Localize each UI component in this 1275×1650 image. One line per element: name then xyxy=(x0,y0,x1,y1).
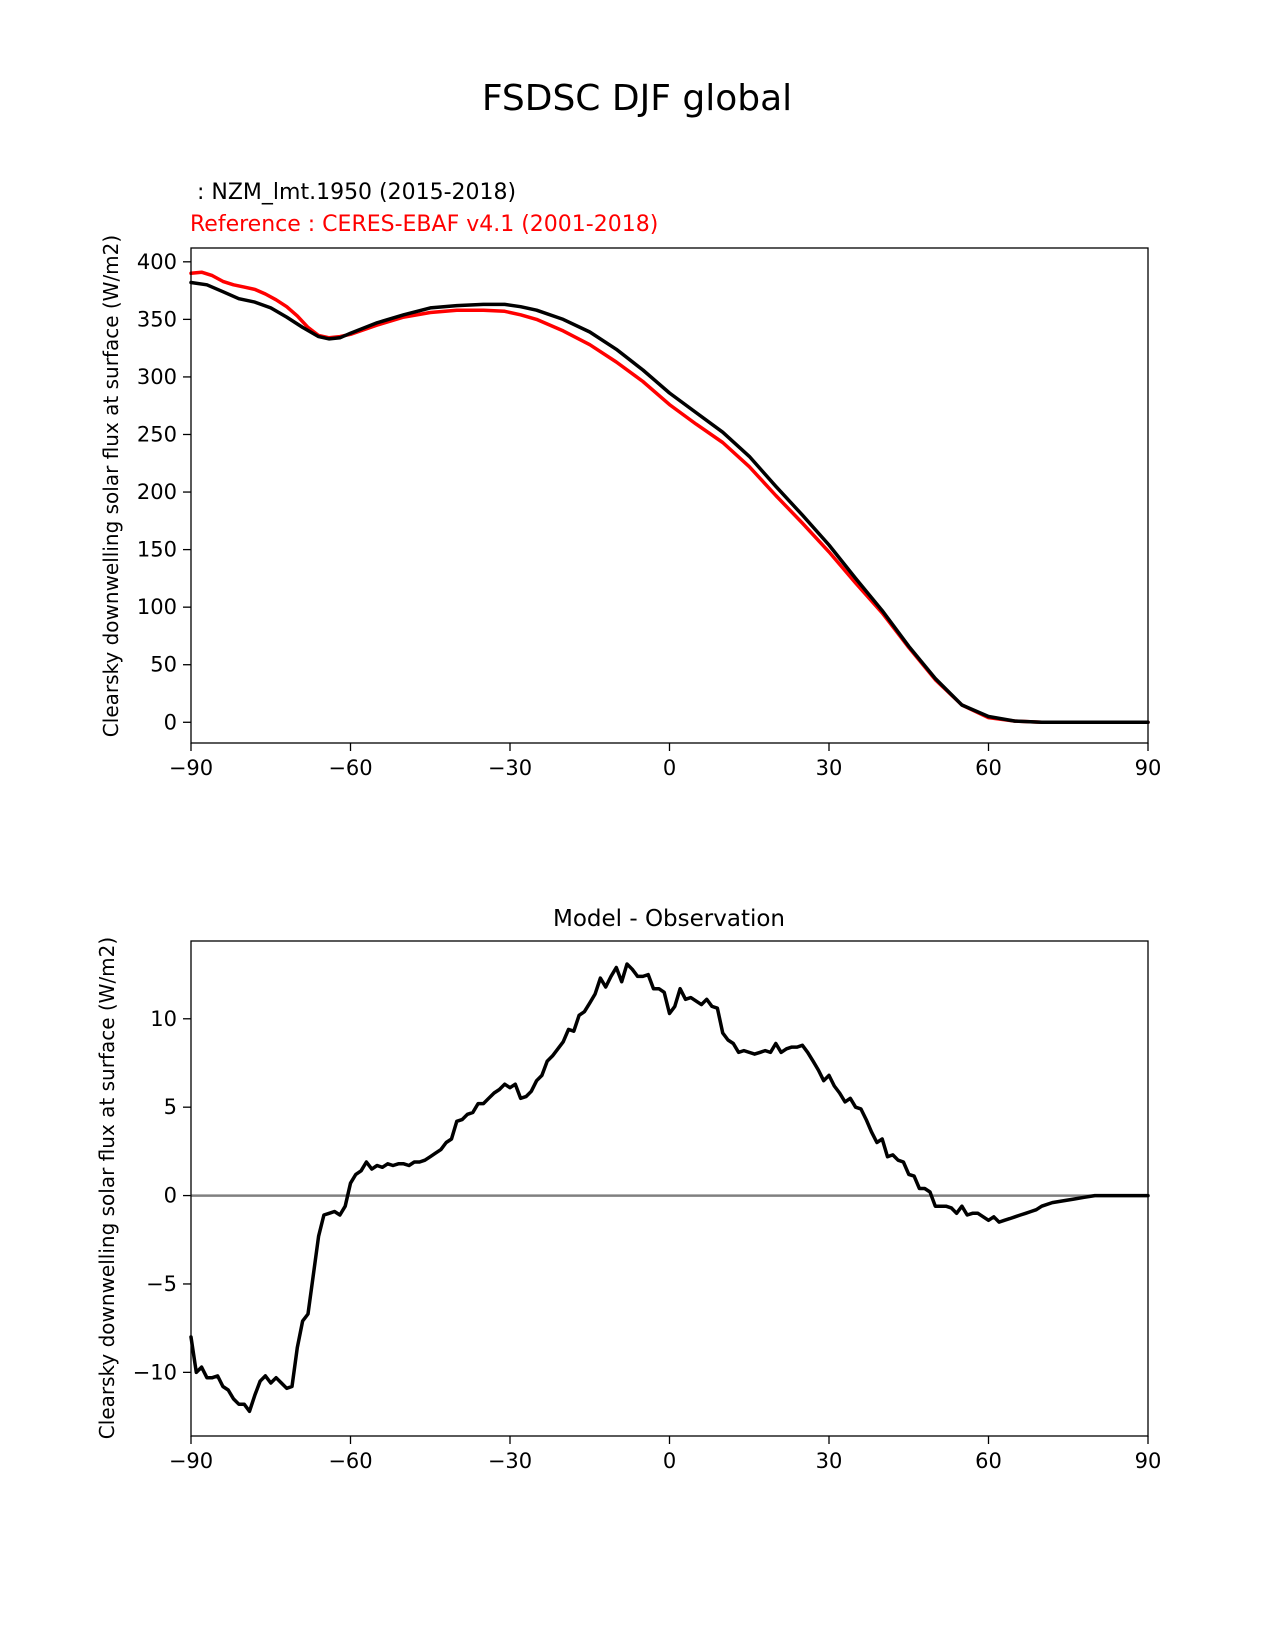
top-y-axis-label: Clearsky downwelling solar flux at surfa… xyxy=(99,235,123,737)
bottom-x-tick-label: 90 xyxy=(1135,1449,1162,1473)
top-y-tick-label: 400 xyxy=(137,250,177,274)
bottom-y-axis-label: Clearsky downwelling solar flux at surfa… xyxy=(95,937,119,1439)
bottom-x-tick-label: 30 xyxy=(816,1449,843,1473)
bottom-axis-ticks: −90 −60 −30 0 30 60 90 −10 −5 0 5 10 xyxy=(133,1007,1162,1473)
bottom-y-tick-label: 5 xyxy=(164,1095,177,1119)
top-y-tick-label: 300 xyxy=(137,365,177,389)
top-y-tick-label: 0 xyxy=(164,710,177,734)
bottom-x-tick-label: 60 xyxy=(975,1449,1002,1473)
top-y-tick-label: 200 xyxy=(137,480,177,504)
top-chart-panel: : NZM_lmt.1950 (2015-2018) Reference : C… xyxy=(99,180,1161,780)
bottom-x-tick-label: 0 xyxy=(663,1449,676,1473)
top-x-tick-label: −90 xyxy=(169,756,213,780)
bottom-y-tick-label: 0 xyxy=(164,1184,177,1208)
top-x-tick-label: 0 xyxy=(663,756,676,780)
top-y-tick-label: 250 xyxy=(137,422,177,446)
figure-title: FSDSC DJF global xyxy=(482,78,792,119)
bottom-y-tick-label: 10 xyxy=(150,1007,177,1031)
bottom-chart-title: Model - Observation xyxy=(553,906,785,932)
bottom-plot-frame xyxy=(190,940,1149,1437)
bottom-x-tick-label: −60 xyxy=(328,1449,372,1473)
test-series-label: : NZM_lmt.1950 (2015-2018) xyxy=(190,180,516,205)
bottom-chart-panel: Model - Observation Clearsky downwelling… xyxy=(95,906,1161,1473)
top-x-tick-label: −30 xyxy=(488,756,532,780)
bottom-series-lines xyxy=(189,962,1150,1414)
top-series-lines xyxy=(189,270,1150,725)
top-x-tick-label: 90 xyxy=(1135,756,1162,780)
bottom-x-tick-label: −90 xyxy=(169,1449,213,1473)
top-x-tick-label: 60 xyxy=(975,756,1002,780)
top-y-tick-label: 50 xyxy=(150,653,177,677)
top-x-tick-label: −60 xyxy=(328,756,372,780)
top-y-tick-label: 350 xyxy=(137,307,177,331)
bottom-y-tick-label: −10 xyxy=(133,1360,177,1384)
top-plot-frame xyxy=(190,247,1149,744)
reference-series-label: Reference : CERES-EBAF v4.1 (2001-2018) xyxy=(190,212,658,237)
top-series-line-model xyxy=(189,280,1150,725)
top-y-tick-label: 150 xyxy=(137,538,177,562)
bottom-y-tick-label: −5 xyxy=(146,1272,177,1296)
top-y-tick-label: 100 xyxy=(137,595,177,619)
bottom-series-line-model xyxy=(189,962,1150,1414)
top-axis-ticks: −90 −60 −30 0 30 60 90 0 50 100 150 200 250 300 350 400 xyxy=(137,250,1161,780)
bottom-x-tick-label: −30 xyxy=(488,1449,532,1473)
top-x-tick-label: 30 xyxy=(816,756,843,780)
